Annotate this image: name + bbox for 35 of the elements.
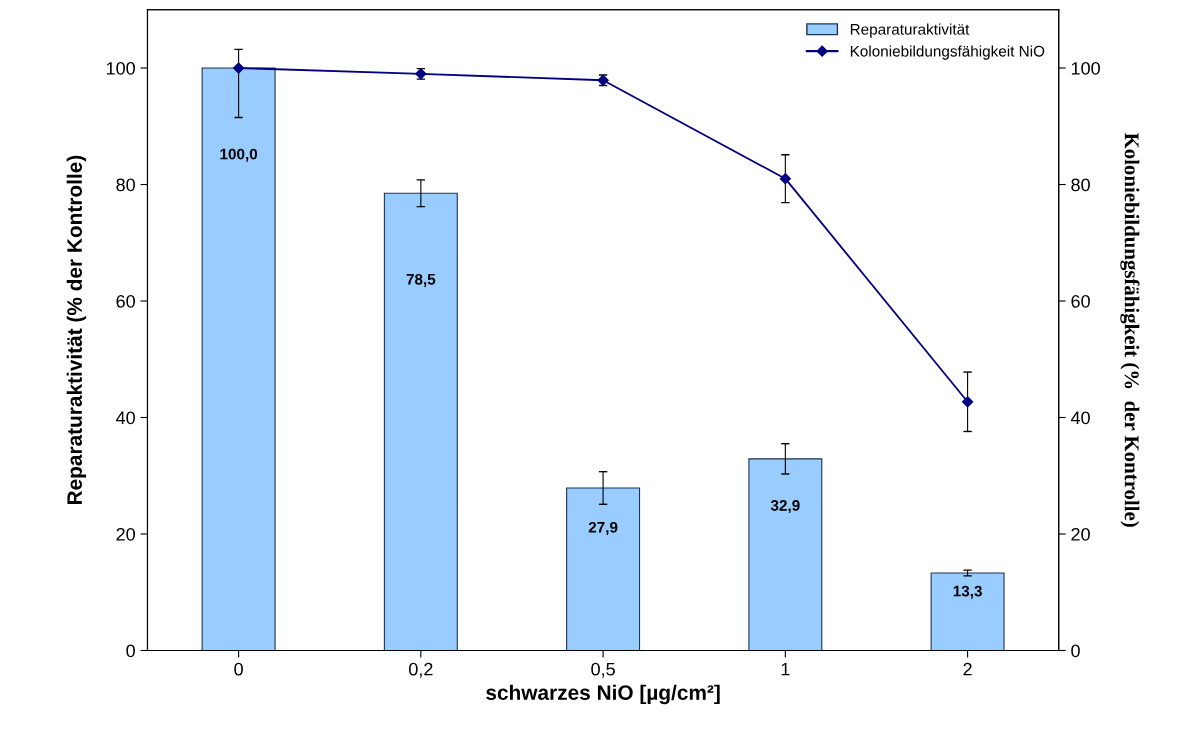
data-label: 13,3 [953, 585, 982, 599]
x-tick-label: 1 [781, 662, 790, 676]
data-label: 27,9 [588, 521, 618, 535]
y2-tick-label: 100 [1071, 61, 1100, 75]
y-tick-label: 20 [116, 527, 135, 541]
point [961, 396, 974, 408]
y-tick-label: 60 [116, 294, 135, 308]
bar [566, 487, 641, 651]
data-label: 78,5 [406, 273, 436, 287]
y2-tick-label: 20 [1071, 527, 1090, 541]
y2-tick-label: 0 [1071, 644, 1080, 658]
y2-tick-label: 80 [1071, 178, 1090, 192]
x-tick-label: 2 [963, 662, 972, 676]
y2-axis-title: Koloniebildungsfähigkeit (% der Kontrolle) [1120, 132, 1140, 527]
data-label: 100,0 [220, 148, 258, 162]
bar [383, 192, 458, 651]
x-tick-label: 0,5 [591, 662, 615, 678]
y-tick-label: 0 [126, 644, 135, 658]
y-tick-label: 80 [116, 178, 135, 192]
x-axis-title: schwarzes NiO [µg/cm²] [486, 684, 720, 705]
bar [930, 572, 1005, 651]
point [232, 62, 245, 74]
legend-label: Reparaturaktivität [850, 23, 970, 38]
legend-label: Koloniebildungsfähigkeit NiO [850, 45, 1045, 60]
data-label: 32,9 [770, 500, 800, 514]
bar [201, 67, 276, 651]
bar [748, 458, 823, 651]
point [779, 173, 791, 185]
y2-tick-label: 60 [1071, 294, 1090, 308]
y-tick-label: 40 [116, 411, 135, 425]
y-tick-label: 100 [106, 61, 135, 75]
y2-tick-label: 40 [1070, 411, 1090, 425]
y-axis-title: Reparaturaktivität (% der Kontrolle) [66, 155, 87, 505]
x-tick-label: 0,2 [409, 662, 433, 678]
x-tick-label: 0 [234, 662, 243, 676]
